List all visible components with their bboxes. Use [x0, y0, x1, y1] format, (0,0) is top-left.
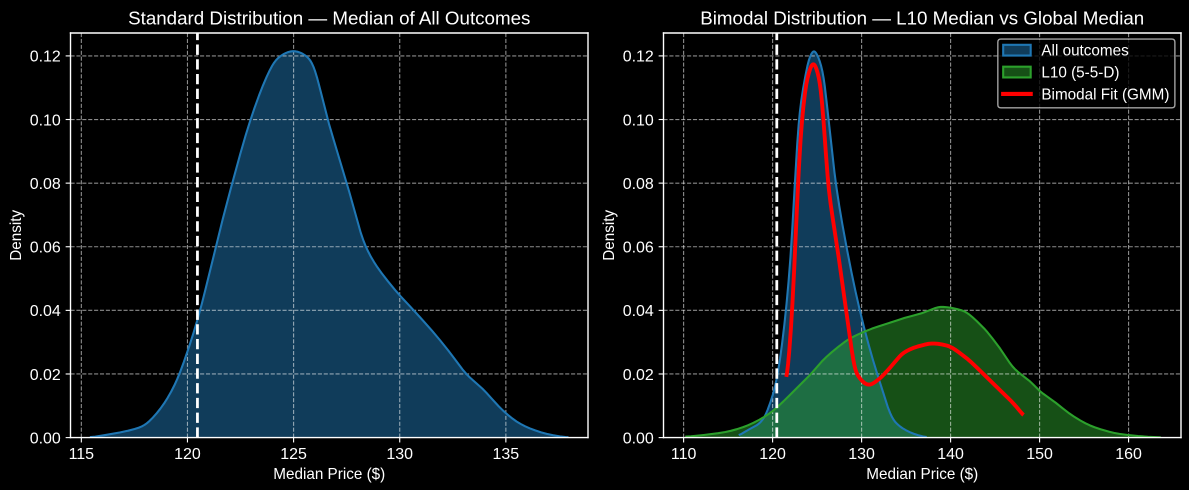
- svg-text:135: 135: [493, 446, 520, 463]
- svg-text:Density: Density: [8, 209, 25, 260]
- svg-text:0.12: 0.12: [30, 49, 61, 66]
- svg-text:Median Price ($): Median Price ($): [273, 466, 385, 483]
- svg-text:0.02: 0.02: [623, 367, 654, 384]
- svg-text:Density: Density: [601, 209, 618, 260]
- svg-text:0.08: 0.08: [623, 176, 654, 193]
- svg-text:110: 110: [671, 446, 697, 463]
- svg-text:130: 130: [848, 446, 875, 463]
- svg-text:0.08: 0.08: [30, 176, 61, 193]
- svg-text:0.04: 0.04: [30, 303, 61, 320]
- svg-text:Median Price ($): Median Price ($): [866, 466, 978, 483]
- svg-text:0.10: 0.10: [30, 112, 61, 129]
- svg-text:115: 115: [69, 446, 95, 463]
- svg-text:All outcomes: All outcomes: [1041, 43, 1129, 60]
- svg-text:0.12: 0.12: [623, 49, 654, 66]
- svg-text:Bimodal Distribution — L10 Med: Bimodal Distribution — L10 Median vs Glo…: [700, 8, 1144, 29]
- svg-text:0.00: 0.00: [30, 430, 61, 447]
- svg-text:0.04: 0.04: [623, 303, 654, 320]
- svg-text:140: 140: [937, 446, 964, 463]
- svg-text:125: 125: [280, 446, 307, 463]
- svg-text:120: 120: [759, 446, 786, 463]
- svg-text:0.06: 0.06: [623, 240, 654, 257]
- svg-text:Bimodal Fit (GMM): Bimodal Fit (GMM): [1041, 86, 1169, 103]
- svg-text:Standard Distribution — Median: Standard Distribution — Median of All Ou…: [128, 8, 530, 29]
- svg-text:L10 (5-5-D): L10 (5-5-D): [1041, 64, 1119, 81]
- svg-text:0.06: 0.06: [30, 240, 61, 257]
- svg-text:0.10: 0.10: [623, 112, 654, 129]
- svg-text:120: 120: [174, 446, 201, 463]
- svg-text:160: 160: [1115, 446, 1142, 463]
- svg-text:0.00: 0.00: [623, 430, 654, 447]
- svg-text:150: 150: [1026, 446, 1053, 463]
- svg-text:0.02: 0.02: [30, 367, 61, 384]
- svg-text:130: 130: [386, 446, 413, 463]
